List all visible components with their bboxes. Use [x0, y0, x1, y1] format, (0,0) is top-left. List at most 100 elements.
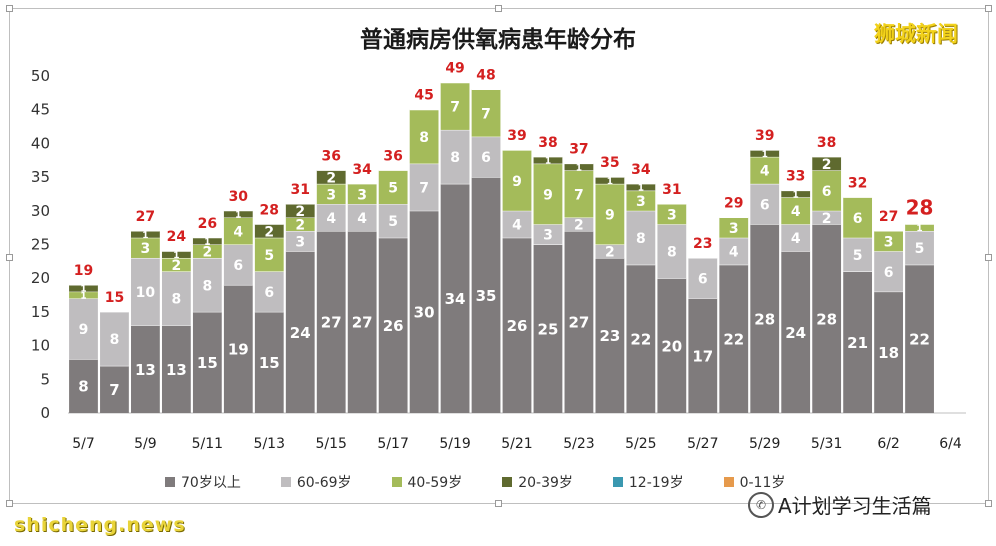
total-label: 19 [74, 263, 93, 279]
bar-segment [378, 170, 408, 205]
bar-value-label: 19 [228, 341, 249, 359]
bar-value-label: 1 [576, 163, 582, 173]
bar-segment [471, 89, 501, 137]
bar-value-label: 27 [352, 314, 373, 332]
bar-segment [161, 251, 191, 258]
bar-segment [409, 109, 439, 164]
bar-value-label: 3 [543, 228, 553, 244]
bar-segment [781, 197, 811, 225]
bar-segment [409, 163, 439, 211]
bar-segment [285, 204, 315, 218]
resize-handle-bc[interactable] [495, 500, 502, 507]
total-label: 36 [383, 148, 402, 164]
resize-handle-ml[interactable] [6, 254, 13, 261]
bar-segment [131, 237, 160, 258]
total-label: 49 [445, 61, 464, 77]
bar-value-label: 2 [326, 170, 336, 186]
resize-handle-tl[interactable] [6, 5, 13, 12]
bar-value-label: 3 [141, 241, 151, 257]
bar-value-label: 24 [290, 324, 311, 342]
bar-segment [812, 170, 842, 211]
bar-value-label: 1 [173, 251, 179, 261]
bar-value-label: 18 [878, 344, 899, 362]
legend-label: 0-11岁 [739, 475, 786, 491]
total-label: 35 [600, 155, 619, 171]
bar-value-label: 1 [80, 285, 86, 295]
bar-value-label: 21 [847, 334, 868, 352]
total-label: 33 [786, 169, 805, 185]
bar-value-label: 1 [80, 291, 86, 301]
bar-segment [564, 217, 594, 232]
bar-value-label: 2 [264, 224, 274, 240]
resize-handle-br[interactable] [985, 500, 992, 507]
bar-segment [843, 237, 873, 272]
legend-swatch [723, 477, 734, 487]
bar-segment [471, 136, 501, 178]
y-tick-label: 10 [31, 337, 50, 355]
bar-value-label: 6 [233, 258, 243, 274]
x-tick-label: 5/7 [72, 436, 95, 452]
bar-value-label: 1 [545, 157, 551, 167]
bar-value-label: 15 [197, 354, 218, 372]
resize-handle-mr[interactable] [985, 254, 992, 261]
bar-value-label: 9 [605, 207, 615, 223]
legend-swatch [612, 477, 623, 487]
bar-segment [812, 210, 842, 225]
bar-value-label: 26 [383, 317, 404, 335]
bar-segment [378, 204, 408, 238]
bar-value-label: 7 [481, 106, 491, 122]
bar-value-label: 8 [172, 292, 182, 308]
bar-value-label: 7 [450, 100, 460, 116]
bar-segment [285, 251, 315, 413]
bar-value-label: 4 [233, 224, 243, 240]
legend-item: 60-69岁 [280, 472, 352, 492]
bar-value-label: 20 [661, 337, 682, 355]
bar-value-label: 22 [630, 331, 651, 349]
resize-handle-tc[interactable] [495, 5, 502, 12]
total-label: 29 [724, 196, 743, 212]
resize-handle-tr[interactable] [985, 5, 992, 12]
bar-segment [564, 231, 594, 413]
x-tick-label: 5/15 [315, 436, 346, 452]
legend-swatch [280, 477, 291, 487]
total-label: 26 [198, 216, 217, 232]
bar-segment [626, 183, 656, 191]
bar-segment [750, 183, 780, 225]
y-tick-label: 40 [31, 134, 50, 152]
legend-item: 12-19岁 [612, 472, 684, 492]
bar-value-label: 7 [574, 187, 584, 203]
bar-value-label: 1 [204, 238, 210, 248]
bar-value-label: 8 [202, 278, 212, 294]
bar-value-label: 2 [605, 245, 615, 261]
bar-segment [502, 237, 532, 413]
total-label: 39 [507, 128, 526, 144]
bar-value-label: 27 [568, 314, 589, 332]
bar-value-label: 2 [202, 245, 212, 261]
bar-segment [533, 163, 563, 225]
y-tick-label: 50 [31, 67, 50, 85]
x-tick-label: 6/2 [877, 436, 900, 452]
bar-value-label: 24 [785, 324, 806, 342]
bar-value-label: 6 [853, 211, 863, 227]
bar-segment [69, 359, 98, 413]
bar-value-label: 8 [636, 231, 646, 247]
bar-value-label: 13 [135, 361, 156, 379]
bar-value-label: 4 [729, 245, 739, 261]
bar-segment [100, 365, 129, 413]
chart-title: 普通病房供氧病患年龄分布 [360, 27, 636, 53]
bar-segment [781, 251, 811, 413]
bar-value-label: 28 [816, 310, 837, 328]
x-tick-label: 5/25 [625, 436, 656, 452]
bar-segment [626, 190, 656, 211]
bar-segment [719, 237, 749, 265]
resize-handle-bl[interactable] [6, 500, 13, 507]
legend-swatch [502, 477, 513, 487]
bar-segment [223, 217, 253, 245]
x-tick-label: 5/19 [439, 436, 470, 452]
bar-value-label: 2 [295, 204, 305, 220]
x-tick-label: 5/27 [687, 436, 718, 452]
bar-value-label: 8 [450, 150, 460, 166]
bar-segment [347, 204, 377, 232]
bar-value-label: 8 [110, 332, 120, 348]
y-tick-label: 25 [31, 236, 50, 254]
